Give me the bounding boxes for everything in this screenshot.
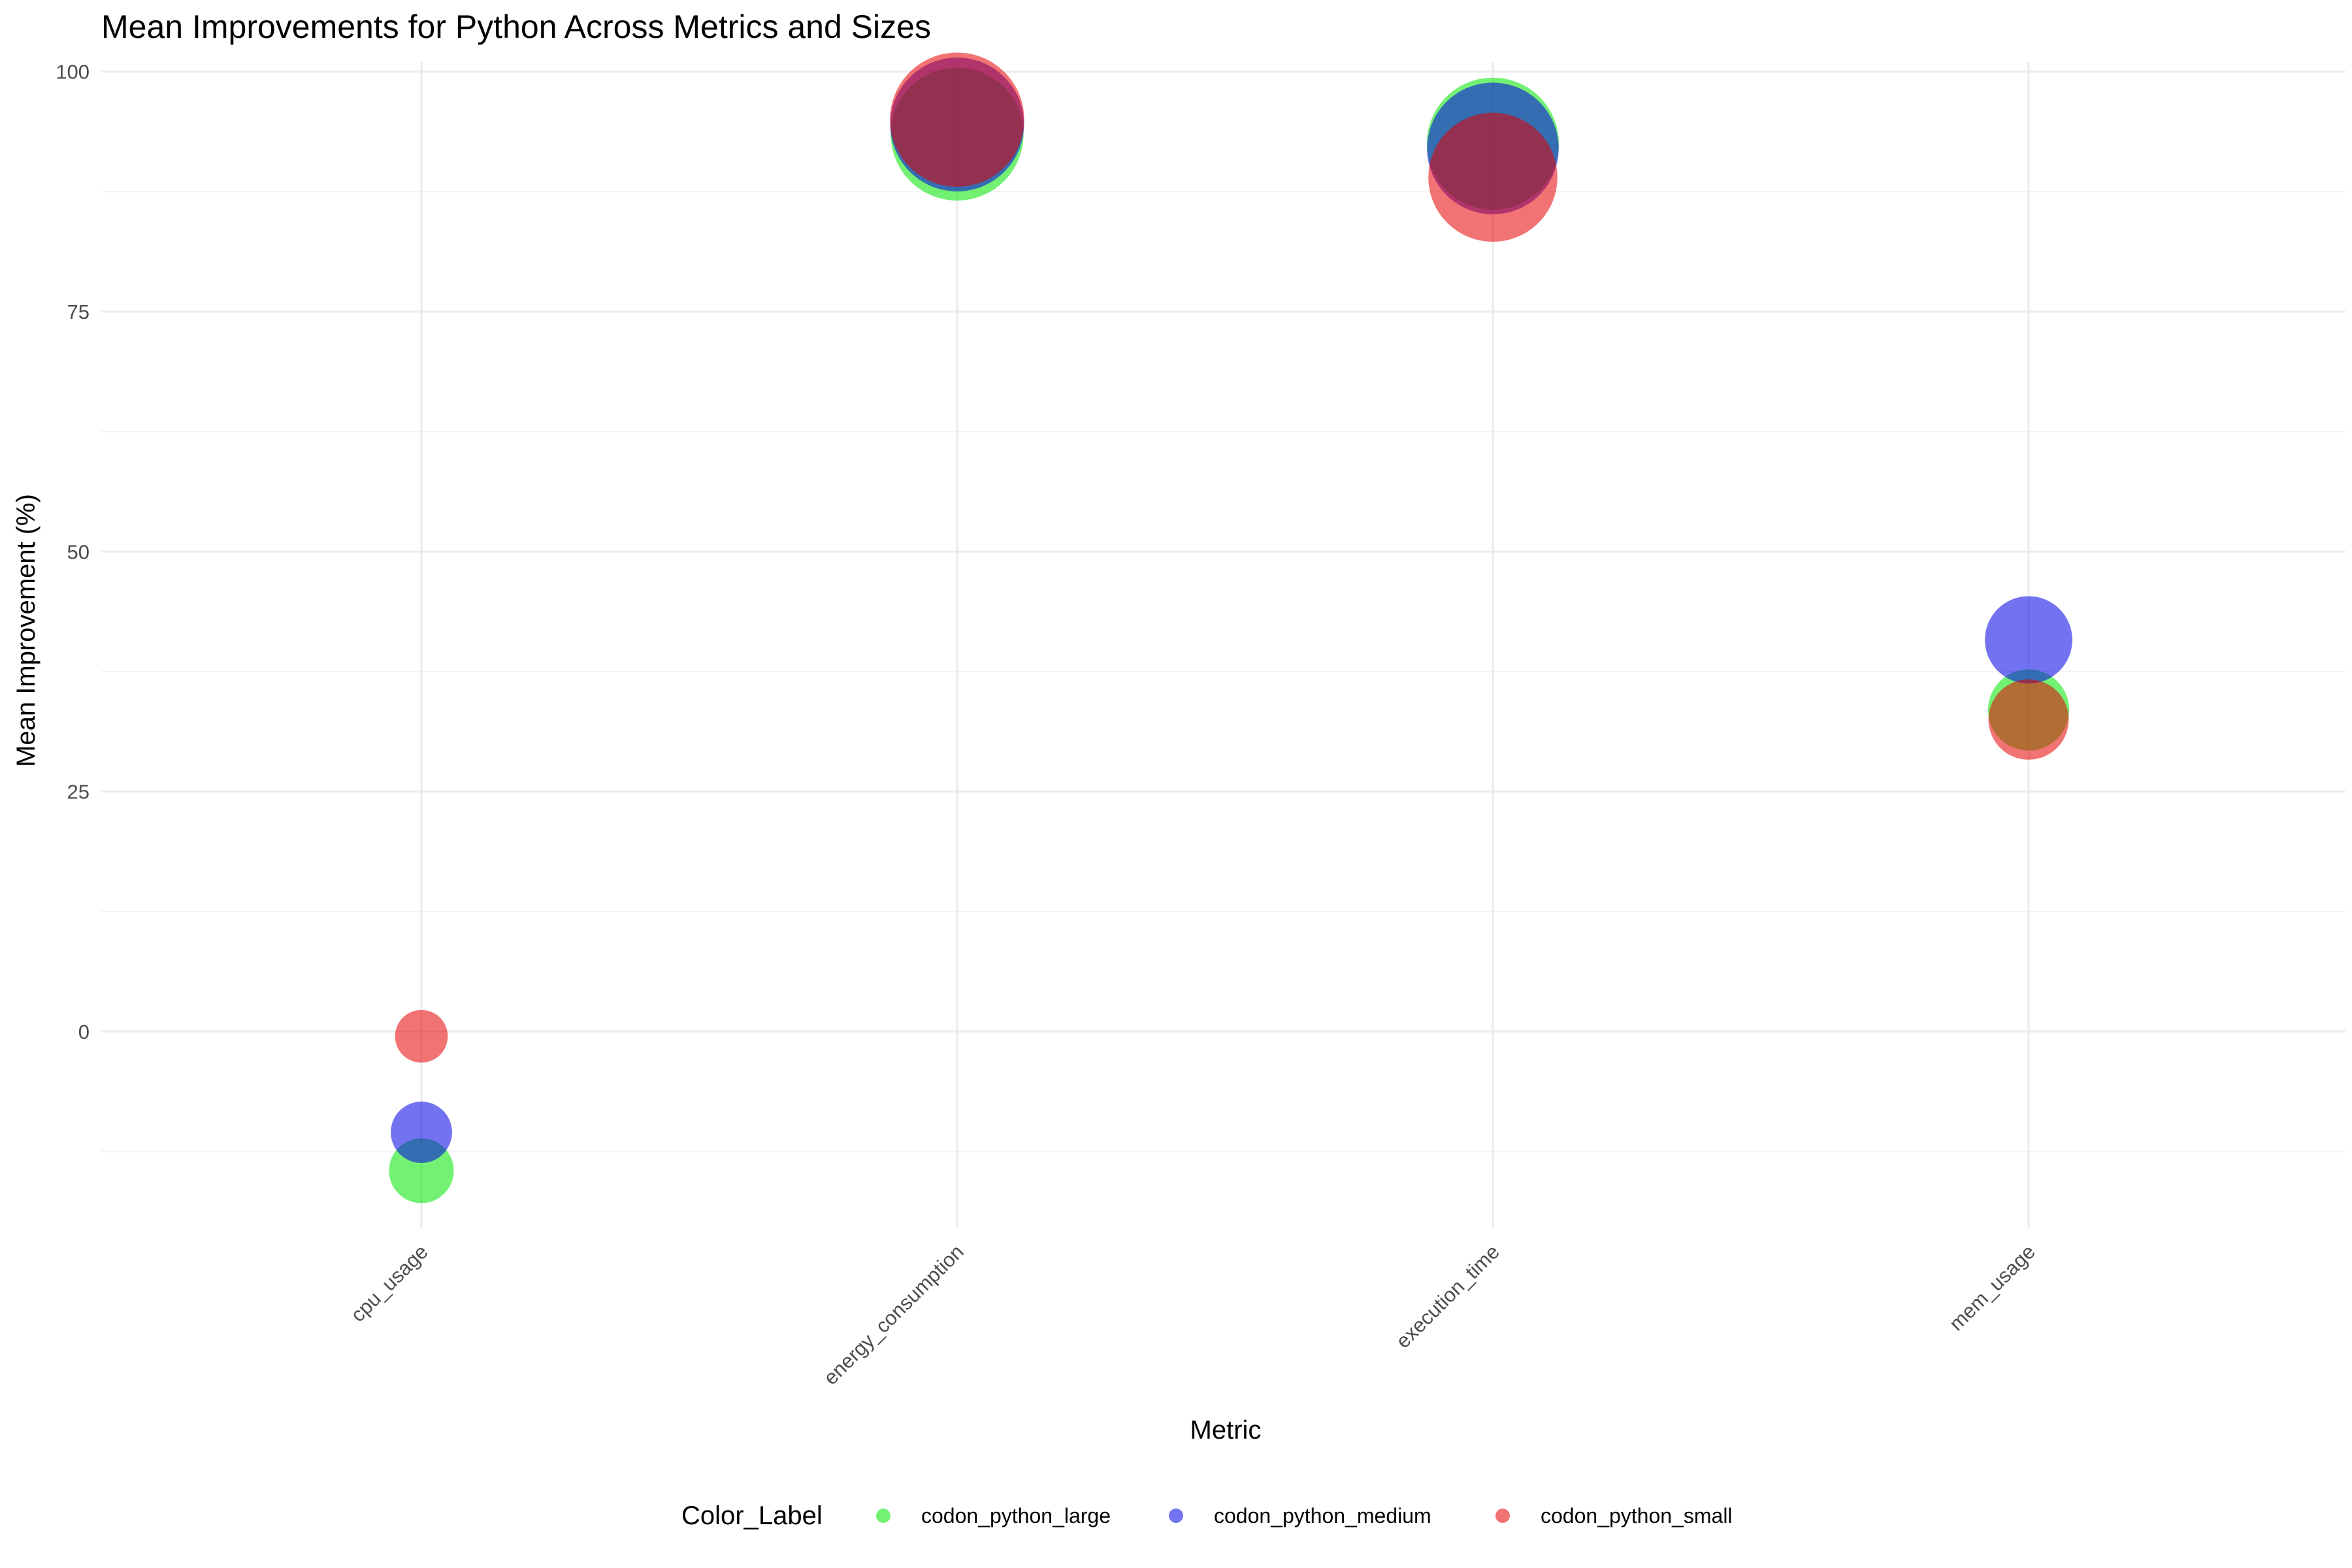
data-point-codon_python_medium [391, 1102, 452, 1164]
legend: Color_Label codon_python_large codon_pyth… [681, 1501, 1733, 1530]
y-tick-label: 100 [56, 61, 90, 84]
data-point-codon_python_medium [1985, 596, 2072, 684]
y-axis-title: Mean Improvement (%) [12, 494, 41, 767]
legend-title: Color_Label [681, 1501, 823, 1530]
legend-label: codon_python_medium [1214, 1504, 1431, 1527]
y-tick-label: 50 [67, 540, 90, 563]
legend-key [1495, 1509, 1510, 1523]
x-axis-title: Metric [1190, 1416, 1262, 1445]
legend-items: codon_python_large codon_python_medium cod… [876, 1504, 1733, 1527]
y-tick-label: 25 [67, 781, 90, 804]
chart-title: Mean Improvements for Python Across Metr… [101, 8, 931, 45]
y-tick-labels: 0 25 50 75 100 [56, 61, 90, 1043]
y-tick-label: 0 [78, 1021, 90, 1043]
data-point-codon_python_small [395, 1009, 448, 1063]
legend-key [1169, 1509, 1183, 1523]
legend-key [876, 1509, 890, 1523]
data-point-codon_python_small [890, 52, 1024, 187]
legend-label: codon_python_large [921, 1504, 1111, 1527]
data-point-codon_python_small [1428, 112, 1558, 242]
data-points [389, 52, 2072, 1203]
data-point-codon_python_small [1988, 679, 2069, 760]
y-tick-label: 75 [67, 301, 90, 323]
legend-label: codon_python_small [1541, 1504, 1733, 1527]
